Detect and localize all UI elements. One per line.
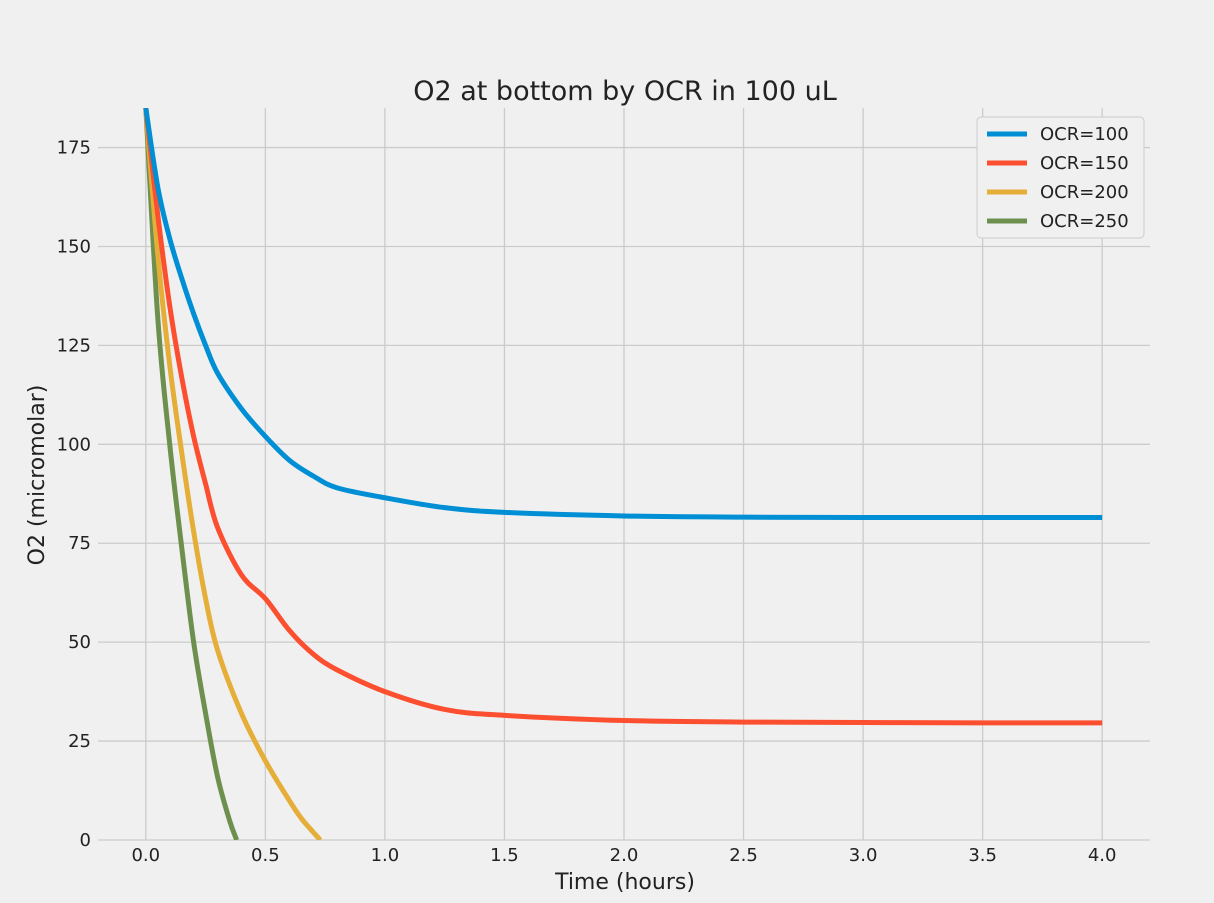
chart-title: O2 at bottom by OCR in 100 uL [413,76,837,107]
legend-box [976,116,1145,239]
legend-label: OCR=200 [1040,182,1129,203]
y-tick-labels: 0 25 50 75 100 125 150 175 [57,138,91,851]
x-tick-label: 0.5 [251,845,280,866]
y-tick-label: 125 [57,335,91,356]
x-tick-label: 3.5 [968,845,997,866]
legend: OCR=100 OCR=150 OCR=200 OCR=250 [976,116,1145,239]
series-line-ocr-150 [143,108,1103,726]
y-tick-label: 50 [68,632,91,653]
y-tick-label: 150 [57,236,91,257]
x-tick-label: 1.0 [371,845,400,866]
x-tick-label: 2.0 [610,845,639,866]
y-axis-label: O2 (micromolar) [25,385,50,566]
x-tick-label: 0.0 [131,845,160,866]
x-tick-label: 3.0 [849,845,878,866]
y-tick-label: 75 [68,533,91,554]
series-line-ocr-250 [143,108,240,840]
y-tick-label: 0 [80,830,91,851]
x-tick-labels: 0.0 0.5 1.0 1.5 2.0 2.5 3.0 3.5 4.0 [131,845,1116,866]
y-tick-label: 175 [57,138,91,159]
y-tick-label: 100 [57,434,91,455]
series-line-ocr-200 [143,108,323,840]
legend-label: OCR=250 [1040,211,1129,232]
x-tick-label: 2.5 [729,845,758,866]
legend-label: OCR=150 [1040,153,1129,174]
series-lines [143,108,1103,840]
x-axis-label: Time (hours) [554,870,695,895]
legend-label: OCR=100 [1040,124,1129,145]
x-tick-label: 4.0 [1088,845,1117,866]
y-tick-label: 25 [68,731,91,752]
x-tick-label: 1.5 [490,845,519,866]
series-line-ocr-100 [143,108,1103,521]
